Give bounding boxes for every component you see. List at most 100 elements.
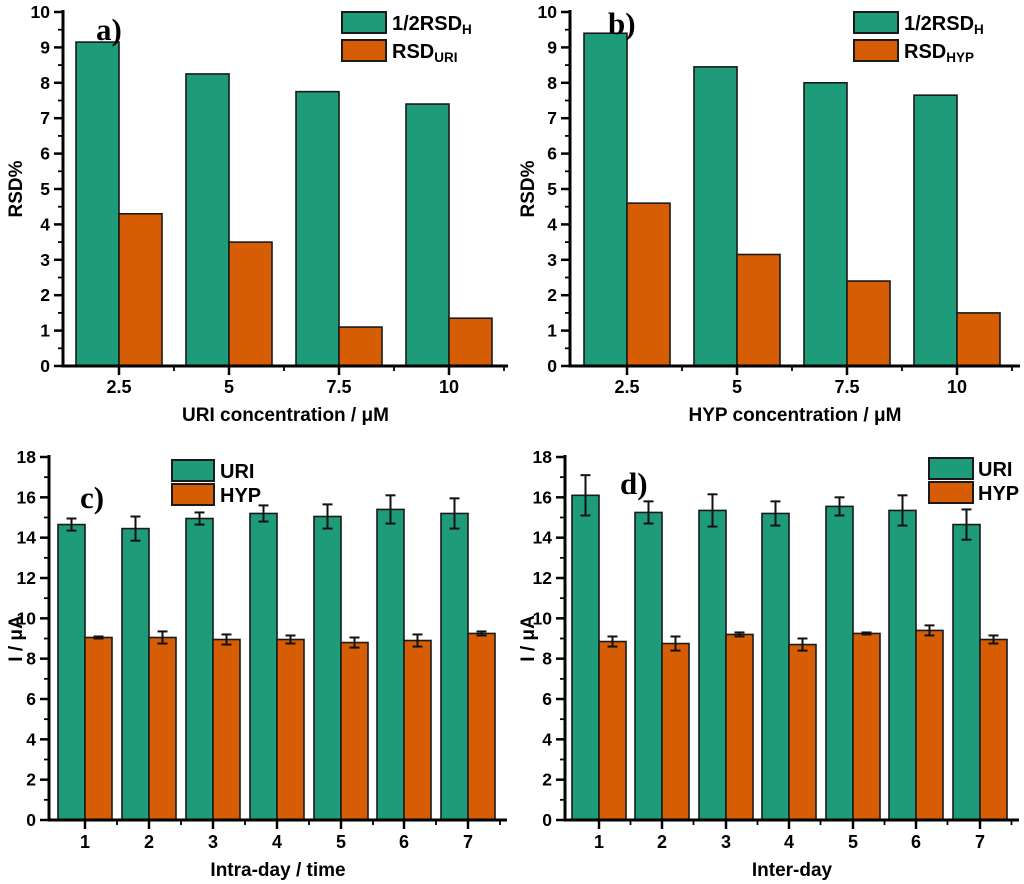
bar-uri-3 [185, 517, 214, 821]
bar-rsd-10 [448, 317, 493, 367]
bar-uri-4 [761, 512, 790, 821]
y-tick-label: 9 [547, 37, 557, 57]
y-tick-label: 18 [17, 447, 37, 467]
y-tick-label: 6 [542, 689, 552, 709]
x-tick-label: 6 [399, 832, 409, 852]
bar-hyp-1 [598, 640, 627, 821]
panel-label: d) [620, 466, 648, 501]
legend-label: RSDURI [392, 41, 457, 65]
bar-12rsd-2.5 [583, 32, 628, 367]
y-tick-label: 4 [547, 214, 557, 234]
bar-uri-6 [376, 508, 405, 821]
y-tick-label: 2 [542, 770, 552, 790]
y-tick-label: 0 [26, 810, 36, 830]
y-tick-label: 6 [40, 144, 50, 164]
x-tick-label: 5 [848, 832, 858, 852]
bar-uri-6 [888, 509, 917, 821]
panel-a-chart: 0 1 2 3 4 5 6 7 8 9 10 2.5 5 7.5 10 URI concentration /… [6, 2, 508, 426]
bar-uri-7 [440, 512, 469, 821]
y-tick-labels: 0 2 4 6 8 10 12 14 16 18 [17, 447, 37, 830]
legend-label: URI [978, 459, 1012, 481]
y-tick-label: 5 [40, 179, 50, 199]
legend-swatch [341, 39, 387, 62]
bar-hyp-3 [212, 638, 241, 821]
bar-12rsd-7.5 [295, 90, 340, 367]
legend-swatch [853, 39, 899, 62]
y-tick-label: 14 [17, 528, 37, 548]
x-axis-title: URI concentration / μM [182, 405, 389, 426]
bar-uri-1 [57, 523, 86, 821]
x-tick-label: 7 [463, 832, 473, 852]
bar-hyp-1 [84, 636, 113, 821]
y-tick-label: 10 [17, 608, 37, 628]
panel-label: b) [608, 6, 636, 41]
bar-uri-5 [825, 505, 854, 821]
bar-rsd-5 [228, 241, 273, 367]
y-tick-label: 16 [17, 487, 37, 507]
legend-label: URI [220, 461, 254, 483]
axes-group [40, 455, 507, 829]
y-tick-label: 8 [40, 73, 50, 93]
x-tick-label: 6 [911, 832, 921, 852]
y-axis-title: I / μA [6, 615, 27, 662]
x-tick-label: 5 [732, 377, 742, 397]
legend-label: 1/2RSDH [392, 13, 472, 37]
y-tick-label: 10 [31, 2, 51, 22]
x-tick-label: 1 [594, 832, 604, 852]
legend: 1/2RSDH RSDURI [341, 11, 472, 65]
legend-label: HYP [220, 485, 261, 507]
y-tick-label: 16 [533, 487, 553, 507]
bar-hyp-5 [852, 632, 881, 821]
legend-label: 1/2RSDH [904, 13, 984, 37]
error-bars-group [580, 474, 999, 652]
y-tick-label: 0 [547, 356, 557, 376]
error-bars-group [66, 494, 487, 649]
y-tick-labels: 0 1 2 3 4 5 6 7 8 9 10 [31, 2, 51, 376]
axes-group [54, 10, 508, 375]
y-axis-title: RSD% [518, 160, 539, 217]
bar-rsd-2.5 [118, 212, 163, 367]
x-tick-label: 1 [80, 832, 90, 852]
bar-hyp-5 [340, 641, 369, 821]
bar-12rsd-10 [405, 103, 450, 367]
bar-12rsd-5 [185, 73, 230, 367]
bars-group [583, 32, 1001, 367]
panel-b-chart: 0 1 2 3 4 5 6 7 8 9 10 2.5 5 7.5 10 HYP concentration /… [518, 2, 1020, 426]
x-tick-label: 7.5 [834, 377, 859, 397]
y-tick-label: 0 [40, 356, 50, 376]
bar-hyp-4 [788, 643, 817, 821]
x-axis-title: Inter-day [752, 860, 833, 881]
x-tick-label: 10 [947, 377, 967, 397]
bars-group [57, 508, 496, 821]
legend-swatch [171, 459, 215, 482]
bar-12rsd-10 [913, 94, 958, 367]
bar-uri-4 [249, 512, 278, 821]
x-axis-title: Intra-day / time [210, 860, 345, 881]
y-tick-label: 8 [542, 649, 552, 669]
legend-label: RSDHYP [904, 41, 974, 65]
bar-uri-5 [313, 515, 342, 821]
x-tick-labels: 1 2 3 4 5 6 7 [80, 832, 473, 852]
bar-uri-2 [634, 511, 663, 821]
y-tick-label: 10 [533, 608, 553, 628]
axes-group [561, 10, 1020, 375]
x-tick-label: 3 [721, 832, 731, 852]
y-tick-label: 3 [40, 250, 50, 270]
x-tick-labels: 2.5 5 7.5 10 [614, 377, 967, 397]
y-tick-label: 1 [40, 321, 50, 341]
x-tick-label: 10 [439, 377, 459, 397]
x-tick-label: 5 [336, 832, 346, 852]
legend-swatch [853, 11, 899, 34]
bars-group [571, 494, 1008, 821]
y-axis-title: I / μA [518, 615, 539, 662]
bar-rsd-2.5 [626, 202, 671, 367]
x-axis-title: HYP concentration / μM [689, 405, 902, 426]
axes-group [556, 455, 1019, 829]
bar-hyp-2 [148, 636, 177, 821]
legend-swatch [341, 11, 387, 34]
bar-rsd-10 [956, 312, 1001, 367]
y-tick-label: 3 [547, 250, 557, 270]
